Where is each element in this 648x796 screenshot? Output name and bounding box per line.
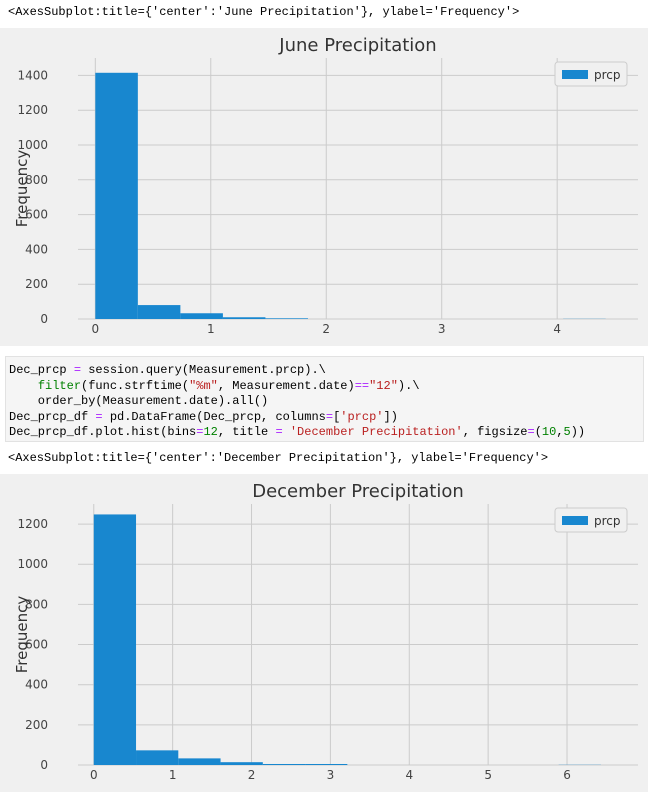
histogram-bar — [265, 318, 308, 319]
y-tick-label: 0 — [40, 312, 48, 326]
code-line: filter(func.strftime("%m", Measurement.d… — [9, 379, 643, 395]
y-tick-label: 600 — [25, 638, 48, 652]
code-line: Dec_prcp = session.query(Measurement.prc… — [9, 363, 643, 379]
code-token: )) — [570, 425, 586, 440]
code-line: Dec_prcp_df.plot.hist(bins=12, title = '… — [9, 425, 643, 441]
histogram-bar — [93, 514, 137, 765]
y-tick-label: 1000 — [17, 557, 48, 571]
x-tick-label: 2 — [248, 768, 256, 782]
y-tick-label: 400 — [25, 678, 48, 692]
plot-area — [78, 58, 638, 319]
code-token: = — [196, 425, 204, 440]
code-cell[interactable]: Dec_prcp = session.query(Measurement.prc… — [5, 356, 644, 442]
x-tick-label: 6 — [563, 768, 571, 782]
y-tick-label: 1200 — [17, 517, 48, 531]
legend-box — [554, 61, 628, 87]
x-tick-label: 4 — [405, 768, 413, 782]
code-token: Dec_prcp_df — [9, 409, 96, 424]
y-tick-label: 0 — [40, 758, 48, 772]
x-tick-label: 1 — [207, 322, 215, 336]
x-tick-label: 1 — [169, 768, 177, 782]
legend-label: prcp — [594, 68, 621, 82]
code-token: 5 — [563, 425, 571, 440]
histogram-bar — [137, 305, 181, 319]
code-token: ]) — [383, 409, 398, 424]
histogram-bar — [305, 763, 348, 765]
code-line: order_by(Measurement.date).all() — [9, 394, 643, 410]
code-token: session.query(Measurement.prcp).\ — [81, 363, 326, 377]
code-token: ).\ — [397, 378, 420, 393]
y-tick-label: 200 — [25, 277, 48, 291]
code-token: order_by(Measurement.date).all() — [9, 394, 269, 409]
y-tick-label: 400 — [25, 242, 48, 256]
code-token: 10 — [541, 425, 557, 440]
code-token: pd.DataFrame(Dec_prcp, columns — [102, 409, 326, 424]
y-tick-label: 1400 — [17, 68, 48, 82]
y-tick-label: 800 — [25, 173, 48, 187]
june-precipitation-histogram: 0 1 2 3 4 0 200 400 600 800 1000 1200 1400 June Preci… — [0, 28, 648, 346]
code-token: Dec_prcp_df.plot.hist(bins — [9, 425, 197, 440]
code-token: (func.strftime( — [81, 378, 190, 393]
code-token: 'prcp' — [340, 409, 384, 424]
histogram-bar — [178, 758, 221, 765]
x-tick-label: 4 — [553, 322, 561, 336]
code-line: Dec_prcp_df = pd.DataFrame(Dec_prcp, col… — [9, 410, 643, 426]
code-token: 'December Precipitation' — [289, 425, 463, 440]
legend-swatch — [562, 516, 588, 525]
code-token: = — [325, 409, 334, 424]
code-token: , title — [217, 425, 276, 440]
code-token: [ — [333, 409, 341, 424]
y-tick-label: 600 — [25, 208, 48, 222]
code-token: "12" — [369, 378, 398, 393]
plot-area — [78, 504, 638, 765]
legend: prcp — [554, 61, 628, 87]
histogram-bar — [180, 313, 223, 319]
legend-swatch — [562, 70, 588, 79]
histogram-bar — [136, 750, 179, 765]
code-token: ( — [534, 425, 542, 440]
output-text-june: <AxesSubplot:title={'center':'June Preci… — [8, 5, 520, 19]
code-token: , Measurement.date) — [217, 378, 355, 393]
code-token: = — [73, 363, 82, 377]
chart-title: June Precipitation — [278, 35, 436, 56]
december-precipitation-histogram: 0 1 2 3 4 5 6 0 200 400 600 800 1000 1200 December Pre… — [0, 474, 648, 792]
histogram-bar — [95, 72, 138, 319]
code-token: "%m" — [189, 378, 218, 393]
y-axis-label: Frequency — [13, 596, 31, 674]
x-tick-label: 0 — [90, 768, 98, 782]
y-tick-label: 1000 — [17, 138, 48, 152]
x-tick-label: 5 — [484, 768, 492, 782]
code-token: Dec_prcp — [9, 363, 74, 377]
y-tick-label: 800 — [25, 597, 48, 611]
code-token: , — [556, 425, 564, 440]
x-tick-label: 2 — [322, 322, 330, 336]
code-token: 12 — [203, 425, 218, 440]
legend: prcp — [554, 507, 628, 533]
legend-label: prcp — [594, 514, 621, 528]
output-text-december: <AxesSubplot:title={'center':'December P… — [8, 451, 549, 465]
code-token — [283, 425, 290, 439]
legend-box — [554, 507, 628, 533]
x-tick-label: 3 — [327, 768, 335, 782]
y-tick-label: 1200 — [17, 103, 48, 117]
code-token: = — [275, 425, 283, 440]
histogram-bar — [220, 762, 263, 765]
code-token: = — [95, 409, 103, 424]
code-token — [9, 379, 38, 393]
code-token: filter — [37, 378, 82, 393]
code-token: = — [527, 425, 535, 440]
histogram-bar — [222, 317, 266, 319]
histogram-bar — [262, 763, 306, 765]
y-axis-label: Frequency — [13, 150, 31, 228]
code-token: , figsize — [462, 425, 528, 440]
code-token: == — [354, 378, 370, 393]
x-tick-label: 3 — [438, 322, 446, 336]
x-tick-label: 0 — [91, 322, 99, 336]
y-tick-label: 200 — [25, 718, 48, 732]
chart-title: December Precipitation — [252, 481, 464, 502]
